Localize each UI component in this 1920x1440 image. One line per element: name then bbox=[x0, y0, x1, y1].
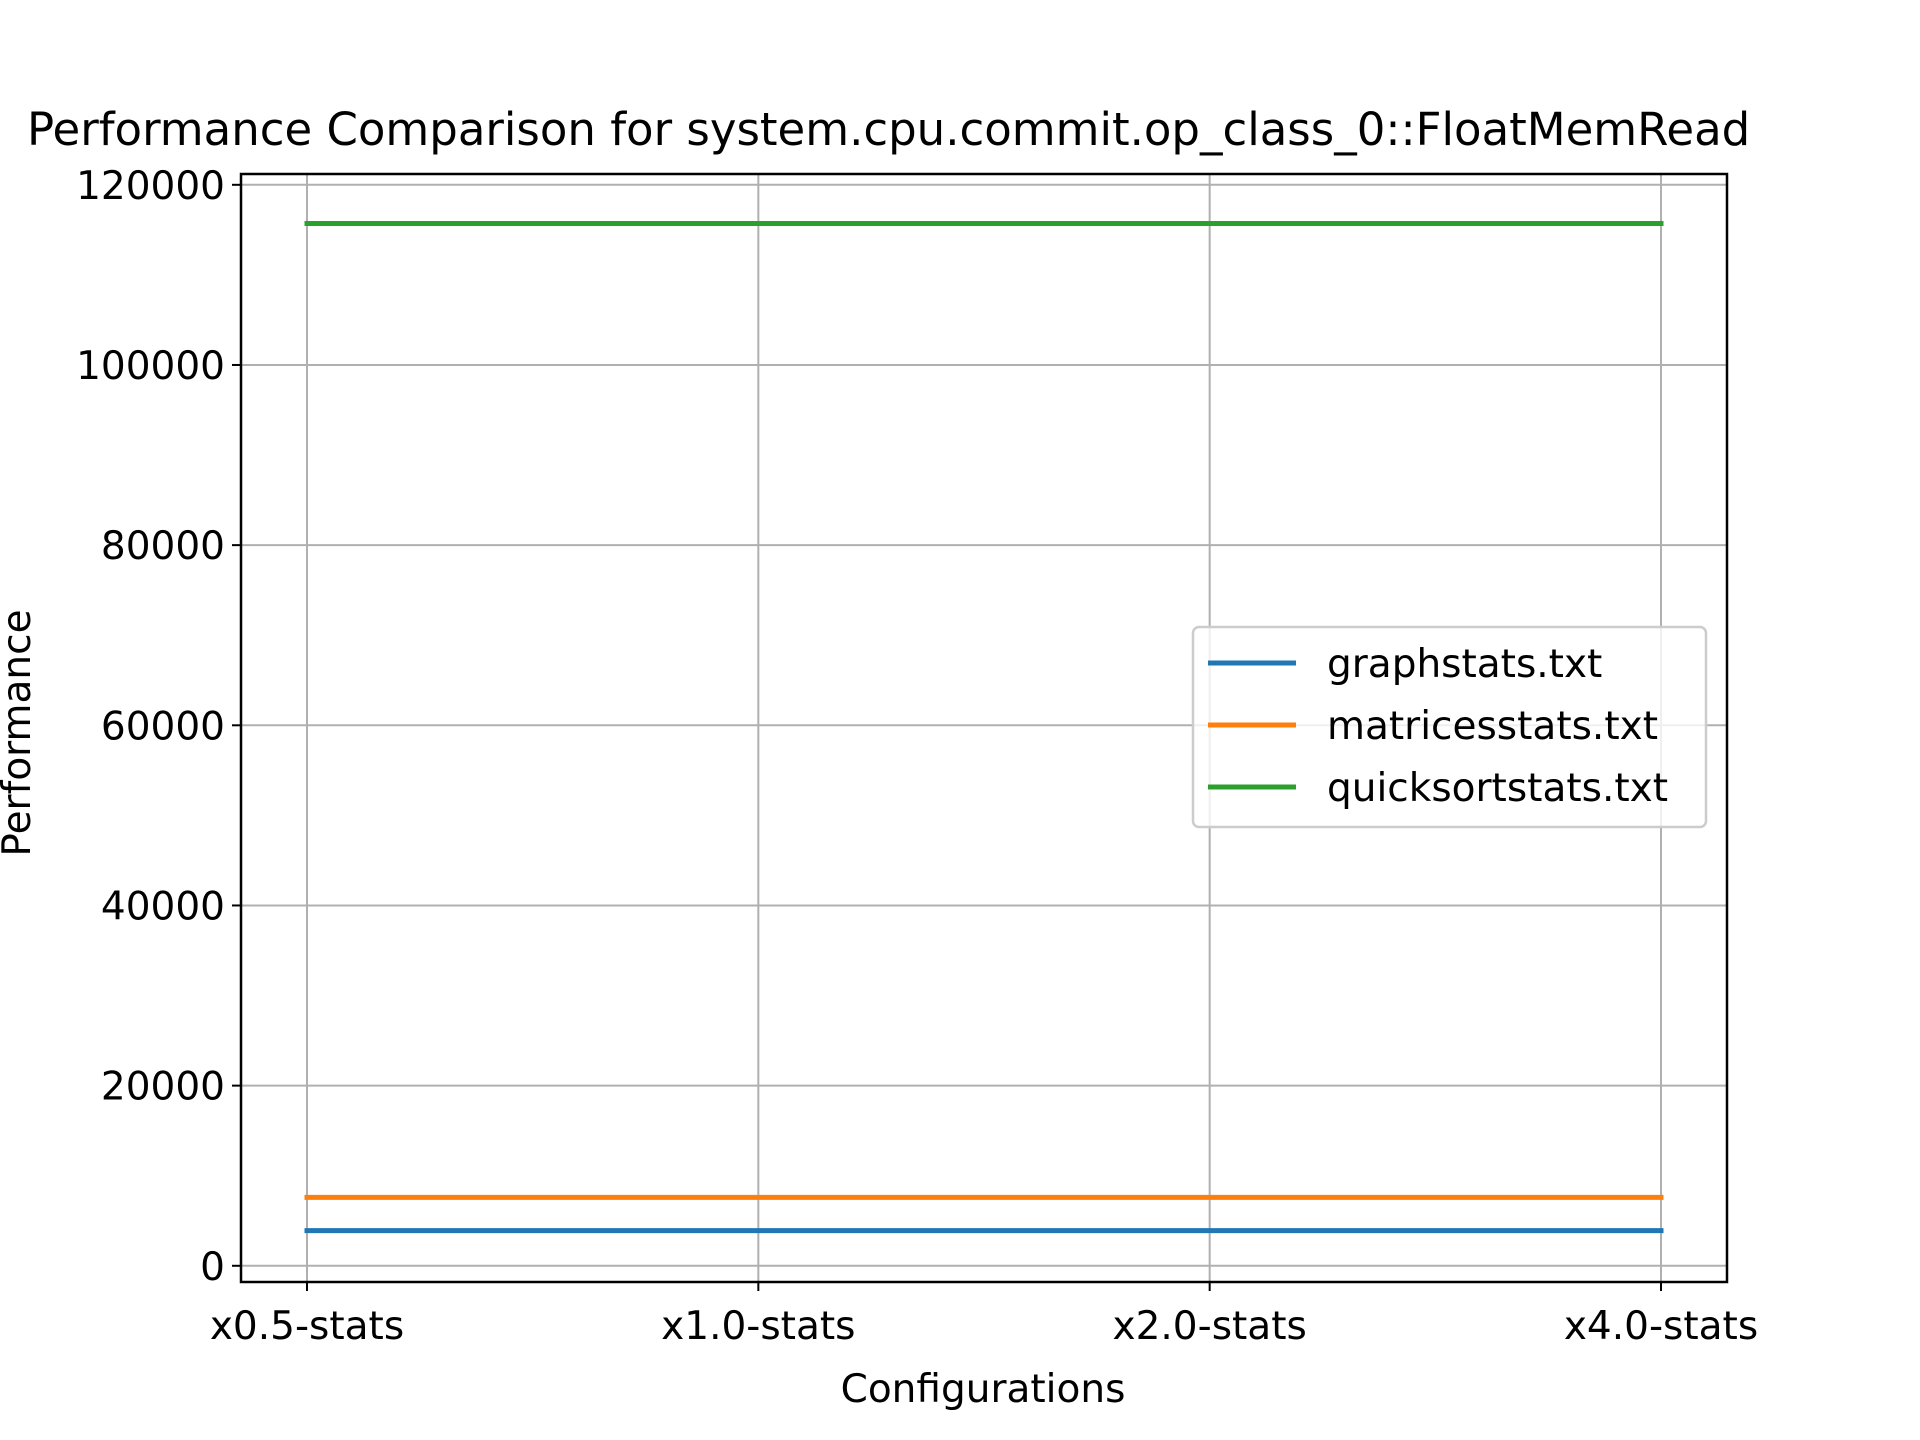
x-tick-label: x2.0-stats bbox=[1113, 1304, 1307, 1349]
x-axis-ticks: x0.5-stats x1.0-stats x2.0-stats x4.0-stats bbox=[210, 1282, 1758, 1349]
chart-title: Performance Comparison for system.cpu.co… bbox=[27, 103, 1750, 156]
y-tick-label: 40000 bbox=[101, 884, 225, 929]
legend-label: graphstats.txt bbox=[1327, 642, 1602, 687]
x-tick-label: x4.0-stats bbox=[1564, 1304, 1758, 1349]
y-tick-label: 100000 bbox=[76, 344, 225, 389]
y-tick-label: 80000 bbox=[101, 524, 225, 569]
y-axis-label: Performance bbox=[0, 609, 40, 856]
y-axis-ticks: 0 20000 40000 60000 80000 100000 120000 bbox=[76, 164, 241, 1290]
y-tick-label: 0 bbox=[200, 1245, 225, 1290]
legend-label: matricesstats.txt bbox=[1327, 704, 1658, 749]
x-tick-label: x1.0-stats bbox=[661, 1304, 855, 1349]
x-axis-label: Configurations bbox=[841, 1367, 1126, 1412]
legend-label: quicksortstats.txt bbox=[1327, 766, 1668, 811]
series-lines bbox=[304, 221, 1664, 1234]
y-tick-label: 20000 bbox=[101, 1065, 225, 1110]
y-tick-label: 120000 bbox=[76, 164, 225, 209]
plot-frame bbox=[239, 172, 1729, 1284]
legend-box bbox=[1191, 625, 1708, 829]
y-tick-label: 60000 bbox=[101, 704, 225, 749]
x-tick-label: x0.5-stats bbox=[210, 1304, 404, 1349]
legend: graphstats.txt matricesstats.txt quicksort… bbox=[1191, 625, 1708, 829]
